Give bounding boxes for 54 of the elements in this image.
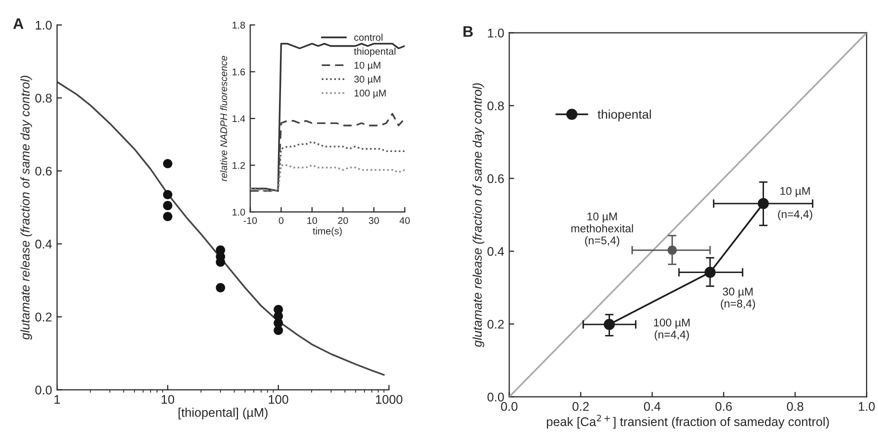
y-tick-label: 0.2	[487, 320, 504, 329]
annotation: 10 µM (n=4,4)	[778, 187, 812, 220]
x-tick-label: 1.0	[858, 402, 875, 411]
y-tick-label: 1.6	[232, 68, 245, 76]
x-tick-label: 0	[278, 217, 284, 224]
x-tick-label: 1000	[376, 395, 402, 404]
annotation: 10 µM methohexital (n=5,4)	[571, 212, 633, 247]
x-axis-title: peak [Ca$^{2+}$] transient (fraction of sameday control)	[546, 414, 829, 429]
y-tick-label: 1.0	[36, 20, 52, 30]
annotation: 30 µM (n=8,4)	[720, 288, 756, 310]
line-series	[250, 164, 405, 192]
x-tick-label: 40	[400, 217, 410, 224]
point	[668, 245, 677, 255]
y-tick-label: 0.6	[487, 174, 504, 184]
x-tick-label: 20	[338, 217, 348, 224]
x-tick-label: 10	[162, 395, 174, 404]
y-tick-label: 0.8	[35, 94, 52, 103]
legend-label: 10 µM	[354, 62, 380, 71]
y-tick-label: 0.6	[35, 166, 52, 176]
legend-label: thiopental	[598, 110, 651, 122]
chart-title: A	[13, 18, 24, 29]
y-tick-label: 0.8	[487, 101, 504, 110]
x-tick-label: 30	[368, 217, 379, 224]
y-axis-title: relative NADPH fluorescence	[220, 56, 228, 182]
y-tick-label: 1.0	[488, 28, 504, 38]
x-tick-label: 10	[307, 217, 318, 224]
legend-label: control	[354, 34, 382, 41]
y-tick-label: 0.4	[35, 240, 52, 249]
x-tick-label: 0.2	[572, 402, 589, 411]
y-tick-label: 1.8	[232, 22, 245, 29]
y-axis-title: glutamate release (fraction of same day control)	[472, 83, 484, 348]
line-series	[250, 112, 405, 192]
x-tick-label: 0.8	[786, 402, 804, 411]
x-axis-title: [thiopental] (µM)	[178, 408, 268, 420]
y-tick-label: 0.4	[487, 247, 504, 256]
y-tick-label: 0.2	[35, 312, 52, 322]
y-tick-label: 0.0	[35, 386, 52, 394]
y-axis-title: glutamate release (fraction of same day control)	[20, 76, 32, 340]
y-tick-label: 1.0	[232, 208, 245, 216]
y-tick-label: 1.2	[232, 162, 245, 169]
annotation: 100 µM (n=4,4)	[654, 318, 690, 341]
x-tick-label: 0.4	[644, 402, 660, 411]
legend-label: 30 µM	[354, 76, 380, 85]
x-tick-label: 100	[268, 395, 288, 404]
x-tick-label: 1	[54, 395, 60, 404]
line-series	[250, 42, 405, 192]
y-tick-label: 1.4	[232, 115, 246, 122]
x-tick-label: 0.0	[501, 402, 518, 411]
chart-title: B	[463, 26, 473, 37]
x-tick-label: 0.6	[715, 402, 732, 411]
x-tick-label: -10	[244, 217, 257, 224]
legend-title: thiopental	[354, 48, 396, 57]
x-axis-title: time(s)	[312, 227, 342, 236]
legend-label: 100 µM	[354, 90, 386, 98]
